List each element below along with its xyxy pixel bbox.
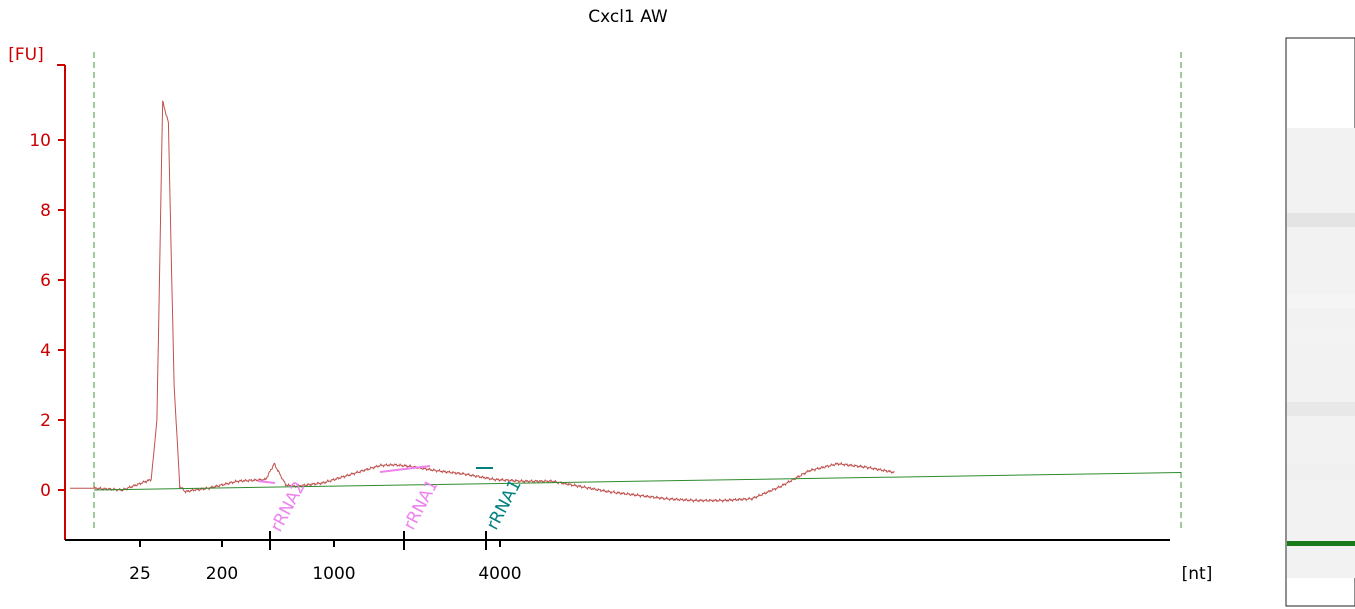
y-tick-label: 0 [40,481,51,501]
y-tick-label: 6 [40,271,51,291]
x-tick-label: 4000 [478,564,521,584]
x-tick-label: 1000 [312,564,355,584]
x-unit-label: [nt] [1182,564,1213,584]
marker-highlight [257,480,276,484]
x-tick-label: 25 [129,564,151,584]
gel-lane-body [1287,128,1355,578]
y-unit-label: [FU] [8,45,44,65]
series-layer [70,100,1182,504]
y-tick-label: 2 [40,411,51,431]
marker-label: rRNA1 [483,476,526,533]
marker-layer: rRNA2 rRNA1 rRNA1 [257,465,526,535]
gel-band [1287,213,1355,227]
gel-marker-band [1287,541,1355,546]
gel-band [1287,294,1355,308]
series-line-0 [70,100,895,504]
axes: 0 2 4 6 8 10 25 200 1000 4000 [29,52,1182,584]
y-tick-label: 10 [29,131,51,151]
x-tick-label: 200 [206,564,238,584]
gel-band [1287,330,1355,344]
gel-band [1287,402,1355,416]
marker-highlight [379,465,431,473]
y-tick-label: 4 [40,341,51,361]
gel-band [1287,465,1355,479]
chart-title: Cxcl1 AW [588,7,668,27]
series-line-1 [93,472,1182,491]
y-tick-label: 8 [40,201,51,221]
gel-lane [1285,37,1355,607]
